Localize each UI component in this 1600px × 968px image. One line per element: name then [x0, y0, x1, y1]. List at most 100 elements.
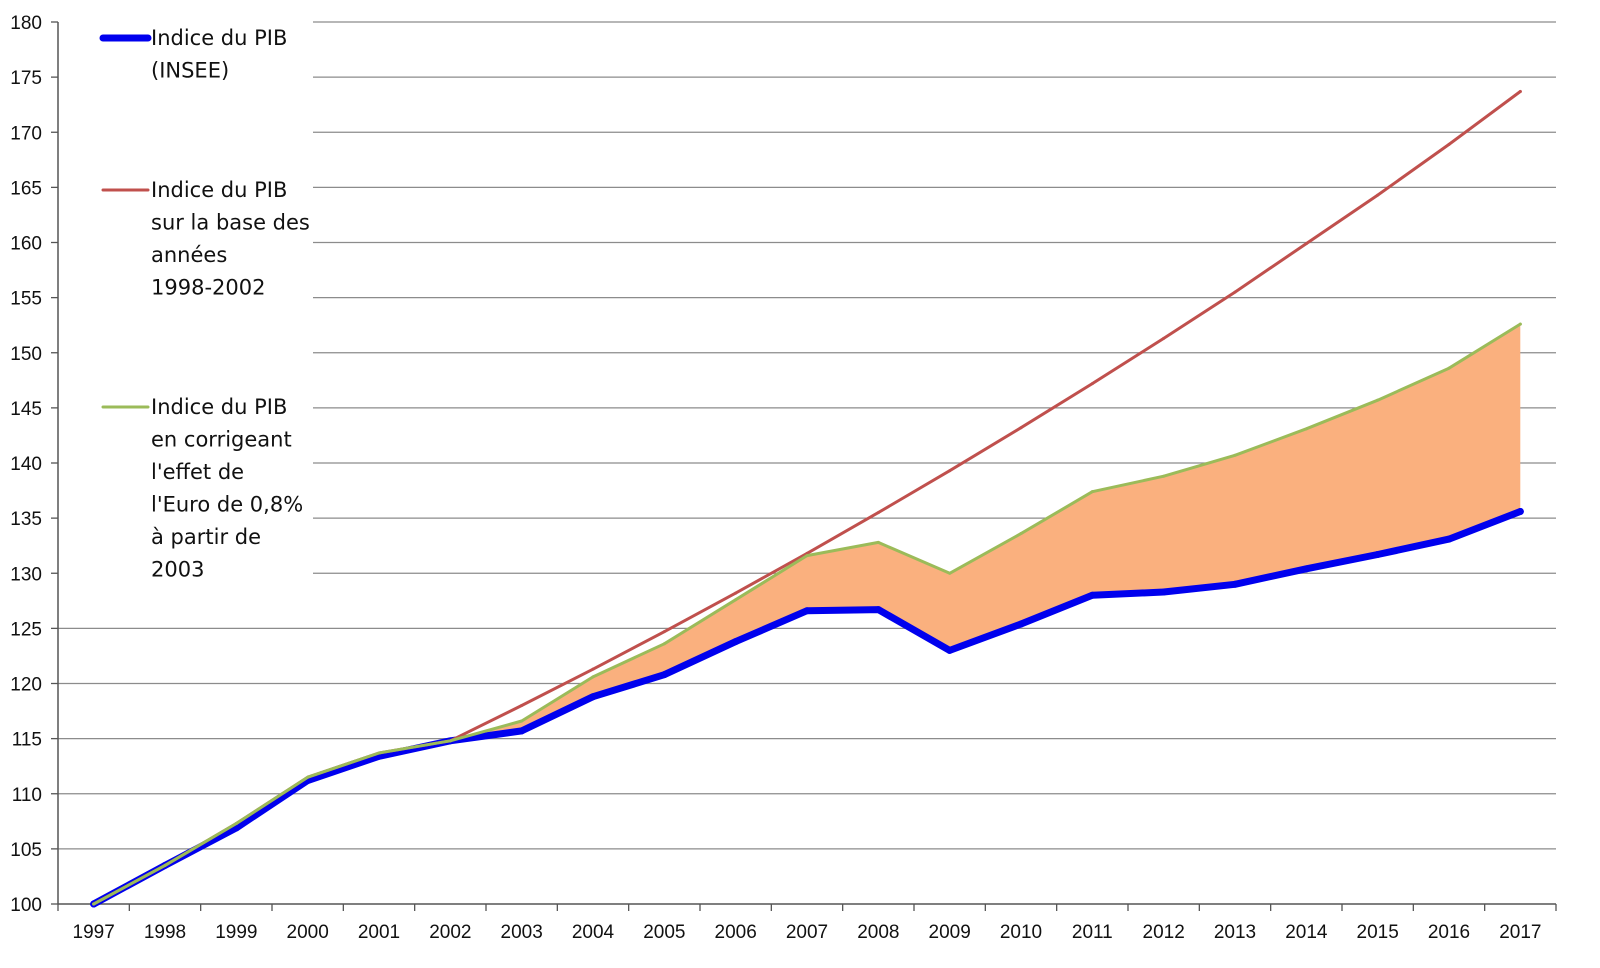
point-s3-2006: [734, 598, 738, 602]
y-tick-label-165: 165: [10, 178, 42, 199]
y-tick-label-125: 125: [10, 619, 42, 640]
point-s1-2007: [803, 607, 811, 615]
legend-label-2-1: Indice du PIB: [151, 178, 287, 202]
x-tick-label-2011: 2011: [1072, 922, 1113, 943]
legend-label-3-1: Indice du PIB: [151, 395, 287, 419]
point-s2-2004: [591, 667, 595, 671]
point-s2-2003: [520, 704, 524, 708]
x-tick-label-2006: 2006: [715, 922, 757, 943]
point-s3-2009: [948, 571, 952, 575]
tick-labels: 100 105 110 115 120 125 130 135 140 145 150 155 160 1…: [10, 13, 1541, 943]
gap-fill: [450, 324, 1521, 741]
legend-label-3-6: 2003: [151, 558, 204, 582]
legend-label-3-3: l'effet de: [151, 460, 244, 484]
x-tick-label-2012: 2012: [1143, 922, 1185, 943]
point-s2-2012: [1162, 336, 1166, 340]
point-s2-2015: [1376, 193, 1380, 197]
point-s3-2012: [1162, 474, 1166, 478]
point-s1-2004: [589, 693, 597, 701]
y-tick-label-180: 180: [10, 13, 42, 34]
point-s3-2011: [1090, 490, 1094, 494]
point-s3-2007: [805, 554, 809, 558]
point-s2-2008: [876, 511, 880, 515]
y-tick-label-120: 120: [10, 675, 42, 696]
point-s3-2014: [1304, 427, 1308, 431]
point-s2-2011: [1090, 382, 1094, 386]
x-tick-label-2007: 2007: [786, 922, 828, 943]
point-s2-2005: [662, 630, 666, 634]
x-tick-label-1998: 1998: [144, 922, 186, 943]
y-tick-label-160: 160: [10, 234, 42, 255]
y-tick-label-155: 155: [10, 289, 42, 310]
legend-label-3-4: l'Euro de 0,8%: [151, 493, 303, 517]
point-s3-2017: [1518, 322, 1522, 326]
point-s3-2001: [377, 751, 381, 755]
point-s3-2008: [876, 540, 880, 544]
legend-label-2-2: sur la base des: [151, 211, 310, 235]
legend-label-2-4: 1998-2002: [151, 276, 265, 300]
y-tick-label-175: 175: [10, 68, 42, 89]
y-tick-label-150: 150: [10, 344, 42, 365]
x-tick-label-1999: 1999: [215, 922, 257, 943]
point-s3-2015: [1376, 398, 1380, 402]
x-tick-label-2016: 2016: [1428, 922, 1470, 943]
y-tick-label-130: 130: [10, 564, 42, 585]
y-tick-label-110: 110: [12, 785, 42, 806]
point-s1-2003: [518, 727, 526, 735]
legend-label-1-2: (INSEE): [151, 59, 229, 83]
point-s1-2013: [1231, 580, 1239, 588]
point-s3-2010: [1019, 532, 1023, 536]
point-s1-2011: [1088, 591, 1096, 599]
point-s3-1998: [163, 863, 167, 867]
point-s2-2017: [1518, 89, 1522, 93]
point-s3-2002: [448, 739, 452, 743]
point-s3-2000: [306, 775, 310, 779]
x-tick-label-2009: 2009: [929, 922, 971, 943]
legend-label-2-3: années: [151, 243, 227, 267]
point-s2-2016: [1447, 142, 1451, 146]
point-s2-2009: [948, 469, 952, 473]
y-tick-label-100: 100: [10, 895, 42, 916]
y-tick-label-115: 115: [12, 730, 42, 751]
point-s1-2009: [946, 646, 954, 654]
x-tick-label-2015: 2015: [1357, 922, 1399, 943]
x-tick-label-2010: 2010: [1000, 922, 1042, 943]
x-tick-label-2001: 2001: [358, 922, 400, 943]
point-s1-2015: [1374, 551, 1382, 559]
x-tick-label-2008: 2008: [857, 922, 899, 943]
point-s1-2016: [1445, 535, 1453, 543]
x-tick-label-2013: 2013: [1214, 922, 1256, 943]
point-s3-2005: [662, 642, 666, 646]
y-tick-label-105: 105: [10, 840, 42, 861]
point-s3-1997: [92, 902, 96, 906]
point-s3-1999: [234, 822, 238, 826]
legend-label-3-2: en corrigeant: [151, 428, 292, 452]
point-s1-2008: [874, 606, 882, 614]
y-tick-label-145: 145: [10, 399, 42, 420]
point-s2-2006: [734, 591, 738, 595]
x-tick-label-2003: 2003: [501, 922, 543, 943]
point-s1-2014: [1302, 565, 1310, 573]
x-tick-label-2000: 2000: [287, 922, 329, 943]
x-tick-label-2002: 2002: [429, 922, 471, 943]
y-tick-label-170: 170: [10, 123, 42, 144]
point-s3-2003: [520, 719, 524, 723]
x-tick-label-2017: 2017: [1499, 922, 1541, 943]
series-lines: [90, 89, 1524, 908]
legend-label-3-5: à partir de: [151, 525, 261, 549]
point-s1-2017: [1516, 508, 1524, 516]
point-s2-2010: [1019, 426, 1023, 430]
point-s2-2014: [1304, 242, 1308, 246]
point-s1-2010: [1017, 620, 1025, 628]
point-s3-2016: [1447, 366, 1451, 370]
gap-area: [450, 324, 1521, 741]
legend-label-1-1: Indice du PIB: [151, 26, 287, 50]
point-s3-2004: [591, 675, 595, 679]
point-s1-2006: [732, 638, 740, 646]
point-s2-2013: [1233, 290, 1237, 294]
y-tick-label-140: 140: [10, 454, 42, 475]
x-tick-label-2004: 2004: [572, 922, 615, 943]
point-s1-2005: [660, 671, 668, 679]
point-s3-2013: [1233, 453, 1237, 457]
